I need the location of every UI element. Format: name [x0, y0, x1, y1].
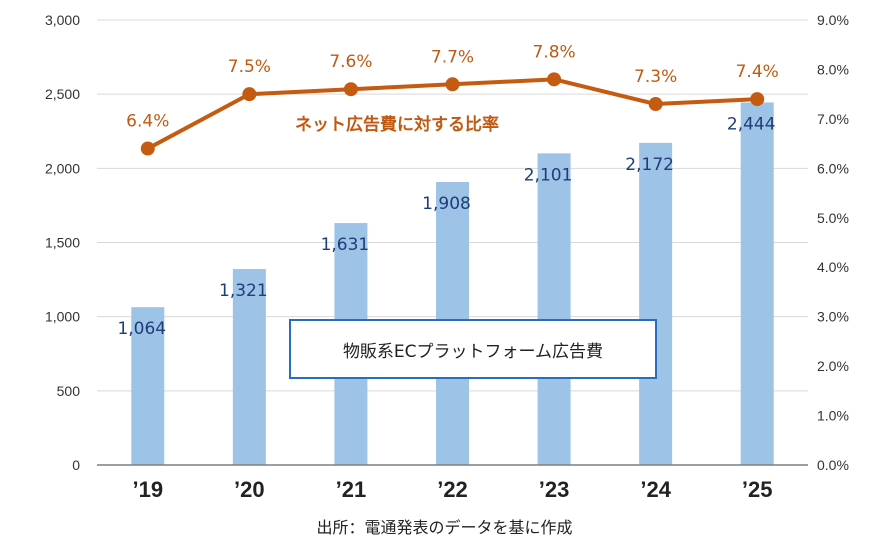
- axes: 0 500 1,000 1,500 2,000 2,500 3,000 0.0% 1.0% 2.0…: [45, 12, 849, 502]
- x-tick-label: ’24: [640, 477, 671, 502]
- bar: [131, 307, 165, 465]
- bar-data-label: 2,444: [727, 114, 776, 134]
- bar-data-label: 2,172: [625, 155, 674, 175]
- bar: [537, 153, 571, 465]
- y-left-tick-label: 1,500: [45, 235, 80, 251]
- data-labels: 1,064 1,321 1,631 1,908 2,101 2,172 2,444 6.4% 7…: [117, 42, 778, 339]
- line-point: [343, 82, 358, 97]
- bar-series-legend: 物販系ECプラットフォーム広告費: [289, 319, 657, 379]
- bar-data-label: 2,101: [524, 165, 573, 185]
- y-right-tick-label: 6.0%: [817, 160, 849, 176]
- x-tick-label: ’20: [234, 477, 265, 502]
- y-right-tick-label: 8.0%: [817, 61, 849, 77]
- line-data-label: 7.5%: [228, 57, 271, 77]
- legend-label: 物販系ECプラットフォーム広告費: [342, 341, 604, 362]
- bar: [639, 142, 673, 465]
- bar: [740, 102, 774, 466]
- y-left-tick-label: 3,000: [45, 12, 80, 28]
- bar: [232, 269, 266, 465]
- x-tick-label: ’21: [336, 477, 367, 502]
- bar-data-label: 1,064: [117, 319, 166, 339]
- line-data-label: 7.4%: [736, 62, 779, 82]
- line-series: [140, 72, 765, 156]
- y-right-tick-label: 4.0%: [817, 259, 849, 275]
- y-right-tick-label: 9.0%: [817, 12, 849, 28]
- line-data-label: 7.7%: [431, 47, 474, 67]
- y-right-tick-label: 5.0%: [817, 210, 849, 226]
- y-right-tick-label: 0.0%: [817, 457, 849, 473]
- line-point: [750, 92, 765, 107]
- line-point: [445, 77, 460, 92]
- x-tick-label: ’19: [132, 477, 163, 502]
- line-series-caption: ネット広告費に対する比率: [295, 114, 499, 135]
- line-point: [242, 87, 257, 102]
- y-left-tick-label: 500: [57, 383, 81, 399]
- bar-data-label: 1,908: [422, 194, 471, 214]
- line-data-label: 7.8%: [532, 42, 575, 62]
- y-left-tick-label: 2,000: [45, 160, 80, 176]
- y-right-tick-label: 7.0%: [817, 111, 849, 127]
- x-tick-label: ’25: [742, 477, 773, 502]
- line-point: [140, 141, 155, 156]
- bar-data-label: 1,321: [219, 281, 268, 301]
- line-data-label: 7.6%: [329, 52, 372, 72]
- y-right-tick-label: 2.0%: [817, 358, 849, 374]
- y-left-tick-label: 0: [72, 457, 80, 473]
- y-left-tick-label: 2,500: [45, 86, 80, 102]
- y-right-tick-label: 1.0%: [817, 408, 849, 424]
- x-tick-label: ’22: [437, 477, 468, 502]
- line-data-label: 7.3%: [634, 67, 677, 87]
- line-point: [547, 72, 562, 87]
- source-note: 出所：電通発表のデータを基に作成: [316, 518, 573, 537]
- line-data-label: 6.4%: [126, 112, 169, 132]
- x-tick-label: ’23: [539, 477, 570, 502]
- y-left-tick-label: 1,000: [45, 309, 80, 325]
- y-right-tick-label: 3.0%: [817, 309, 849, 325]
- line-point: [648, 97, 663, 112]
- bar-data-label: 1,631: [321, 235, 370, 255]
